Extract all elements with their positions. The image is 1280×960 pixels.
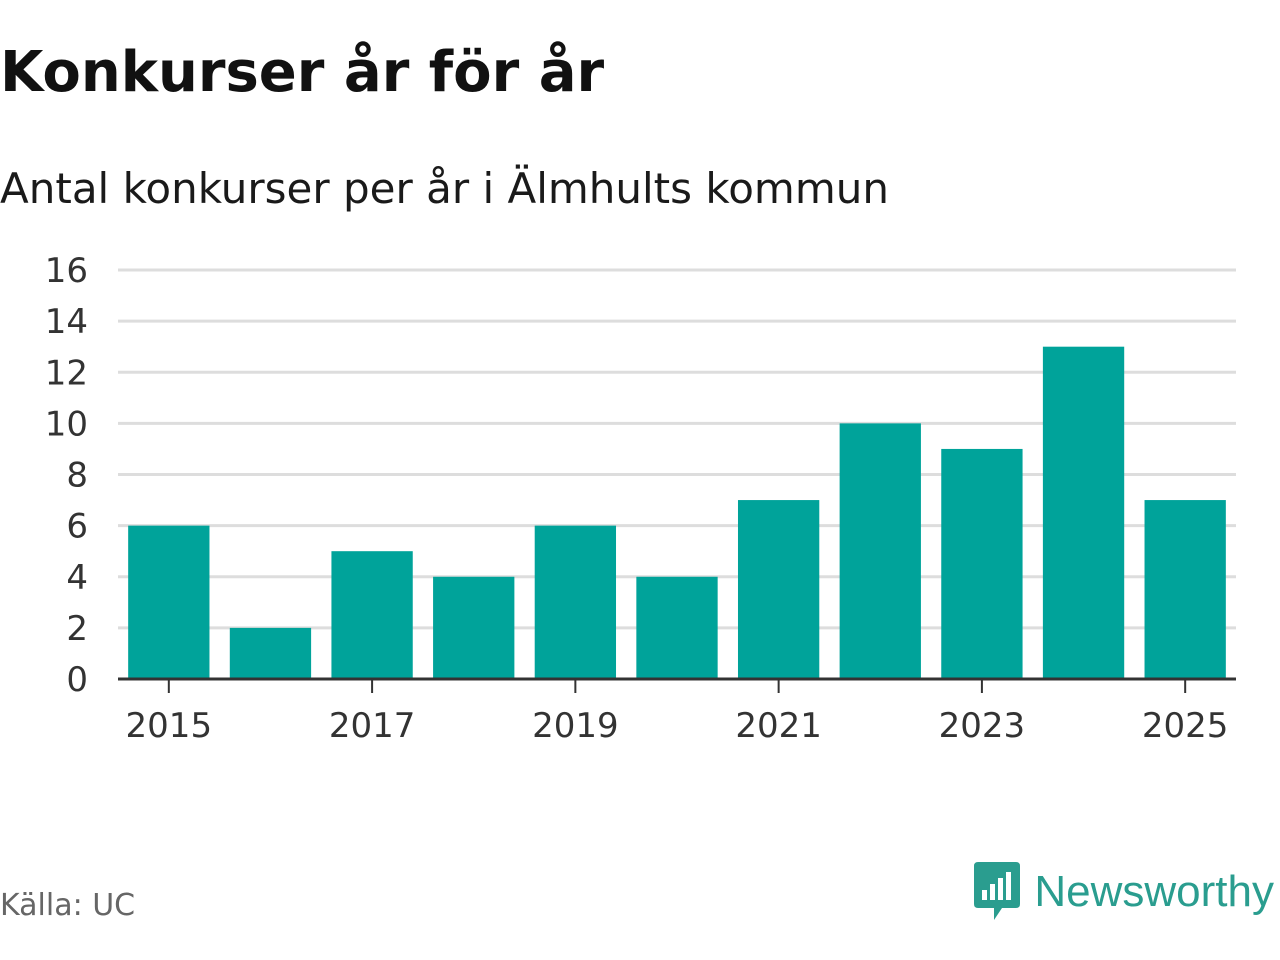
chart-title: Konkurser år för år [0,40,605,105]
y-tick-label: 2 [66,609,88,649]
y-tick-label: 0 [66,660,88,700]
x-tick-label: 2017 [329,706,416,746]
bar-2021 [737,500,820,679]
bar-2017 [331,551,413,679]
bar-2024 [1042,346,1125,679]
bar-2019 [534,525,617,679]
y-tick-label: 6 [66,507,88,547]
bars [128,346,1226,679]
bar-2025 [1144,500,1226,679]
bar-2020 [636,576,718,679]
y-tick-label: 14 [45,302,88,342]
y-axis-ticks: 0 2 4 6 8 10 12 14 16 [45,251,88,700]
y-tick-label: 4 [66,558,88,598]
bar-chart: 0 2 4 6 8 10 12 14 16 2015 2017 2019 2021 2023 2025 [45,251,1236,746]
y-tick-label: 16 [45,251,88,291]
chart-subtitle: Antal konkurser per år i Älmhults kommun [0,164,889,213]
bar-2023 [941,448,1023,679]
source-note: Källa: UC [0,888,136,923]
newsworthy-logo-icon [974,862,1021,920]
brand: Newsworthy [972,862,1274,922]
x-axis-ticks: 2015 2017 2019 2021 2023 2025 [126,679,1229,746]
x-tick-label: 2025 [1142,706,1229,746]
bar-2015 [128,525,210,679]
y-tick-label: 8 [66,456,88,496]
bar-2016 [229,627,312,679]
y-tick-label: 12 [45,353,88,393]
bar-2022 [839,423,921,679]
x-tick-label: 2015 [126,706,213,746]
x-tick-label: 2023 [939,706,1026,746]
x-tick-label: 2019 [532,706,619,746]
x-tick-label: 2021 [735,706,822,746]
y-tick-label: 10 [45,404,88,444]
brand-name: Newsworthy [1034,867,1274,916]
bar-2018 [433,576,515,679]
